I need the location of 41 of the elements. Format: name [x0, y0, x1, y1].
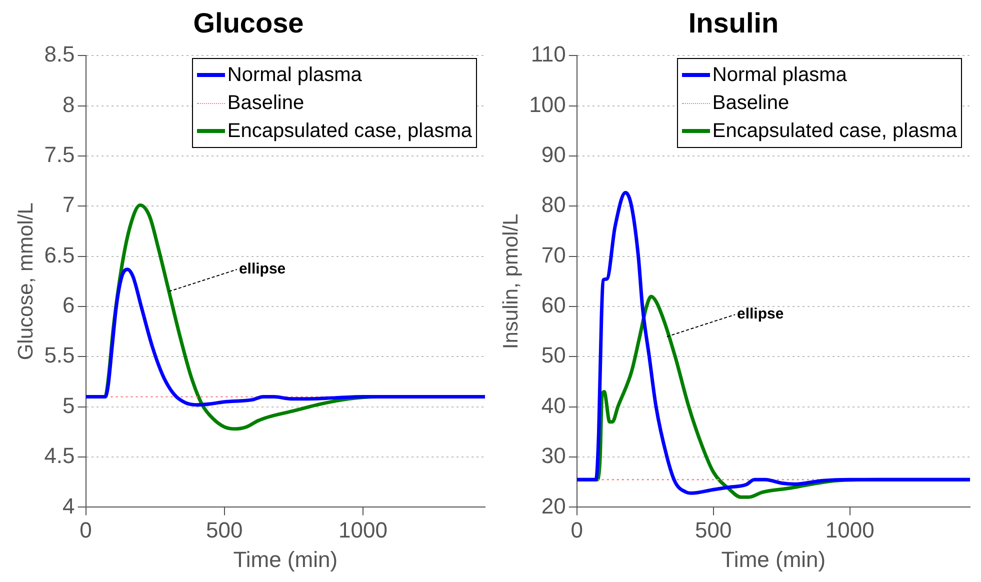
- x-tick-label: 0: [80, 517, 92, 542]
- y-tick-label: 6: [62, 292, 75, 318]
- y-tick-label: 6.5: [44, 242, 75, 268]
- legend-label: Normal plasma: [227, 63, 362, 88]
- y-tick-label: 100: [529, 92, 566, 117]
- y-tick-label: 30: [541, 443, 566, 468]
- x-tick-label: 500: [695, 517, 732, 542]
- legend-label: Encapsulated case, plasma: [227, 119, 472, 144]
- y-tick-label: 90: [541, 142, 566, 168]
- x-tick-label: 1000: [825, 517, 874, 542]
- y-tick-label: 8: [62, 92, 75, 117]
- y-tick-label: 7.5: [44, 142, 75, 168]
- y-tick-label: 5: [62, 392, 75, 418]
- annotation: ellipse: [238, 260, 286, 278]
- chart-title: Glucose: [193, 8, 304, 39]
- x-tick-label: 500: [206, 517, 243, 542]
- y-tick-label: 80: [541, 192, 566, 218]
- y-tick-label: 60: [541, 292, 566, 318]
- y-tick-label: 4: [62, 493, 75, 518]
- chart-title: Insulin: [688, 8, 779, 39]
- x-tick-label: 1000: [338, 517, 388, 542]
- y-tick-label: 50: [541, 342, 566, 368]
- y-axis-title: Glucose, mmol/L: [14, 202, 38, 360]
- legend-label: Baseline: [227, 91, 304, 116]
- legend-label: Normal plasma: [712, 63, 847, 88]
- y-axis-title: Insulin, pmol/L: [499, 214, 522, 350]
- x-axis-title: Time (min): [721, 546, 826, 572]
- x-axis-title: Time (min): [233, 546, 338, 572]
- y-tick-label: 5.5: [44, 342, 75, 368]
- line-series: [576, 190, 970, 495]
- y-tick-label: 70: [541, 242, 566, 268]
- y-tick-label: 7: [62, 192, 75, 218]
- y-tick-label: 8.5: [44, 42, 75, 67]
- legend-label: Encapsulated case, plasma: [712, 119, 957, 144]
- y-tick-label: 40: [541, 392, 566, 418]
- y-tick-label: 110: [530, 42, 566, 67]
- x-tick-label: 0: [570, 517, 584, 542]
- y-tick-label: 20: [541, 493, 566, 518]
- annotation: ellipse: [736, 306, 784, 323]
- y-tick-label: 4.5: [44, 443, 75, 468]
- legend-label: Baseline: [712, 91, 790, 116]
